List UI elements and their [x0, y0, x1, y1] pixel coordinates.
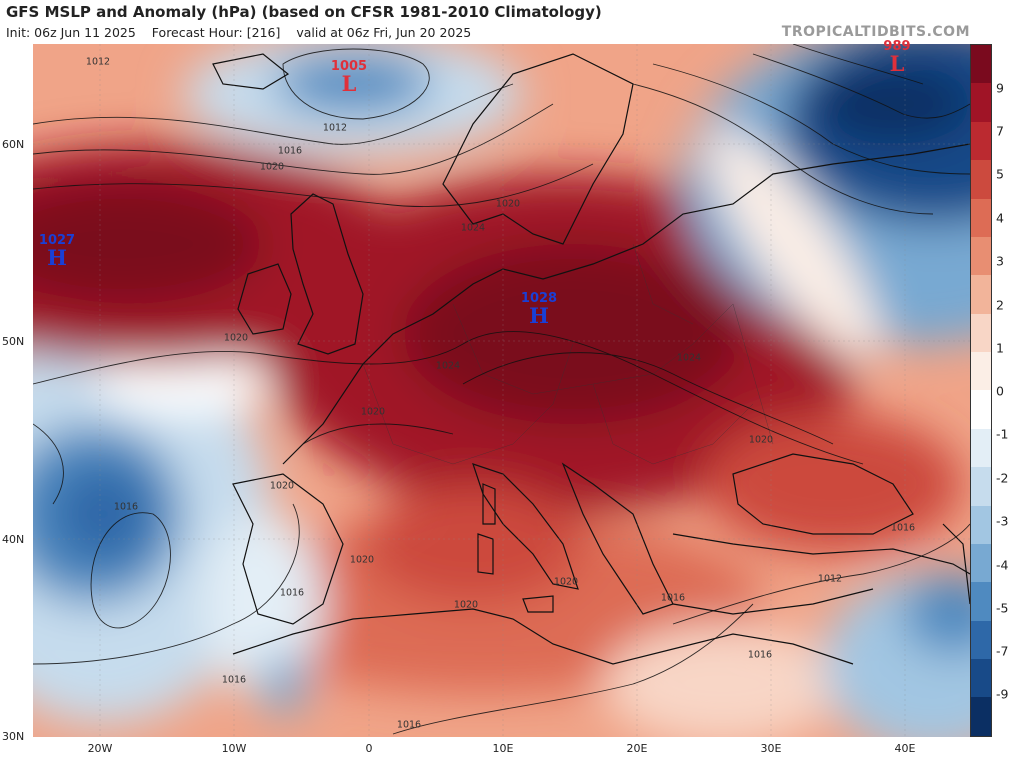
colorbar-segment	[971, 275, 991, 314]
isobar-label: 1020	[259, 161, 285, 173]
colorbar-segment	[971, 467, 991, 506]
isobar-label: 1020	[453, 599, 479, 611]
colorbar-segment	[971, 313, 991, 352]
colorbar-tick-label: -5	[996, 600, 1009, 616]
init-time: Init: 06z Jun 11 2025	[6, 25, 136, 40]
pressure-value: 1027	[38, 233, 76, 248]
pressure-letter: L	[889, 51, 905, 76]
lon-label-10e: 10E	[492, 742, 514, 755]
isobar-label: 1016	[396, 719, 422, 731]
pressure-letter: H	[529, 303, 549, 328]
colorbar-tick-label: 7	[996, 123, 1004, 139]
low-pressure-russia: 989 L	[883, 40, 910, 74]
isobar-label: 1020	[349, 554, 375, 566]
isobar-label: 1020	[360, 406, 386, 418]
colorbar-segment	[971, 83, 991, 122]
pressure-letter: L	[341, 71, 357, 96]
colorbar-tick-label: -1	[996, 426, 1009, 442]
graticule	[33, 44, 970, 737]
colorbar-segment	[971, 659, 991, 698]
isobar-label: 1024	[435, 360, 461, 372]
colorbar-tick-label: -9	[996, 686, 1009, 702]
pressure-value: 1028	[520, 291, 558, 306]
isobar-label: 1012	[322, 122, 348, 134]
colorbar-segment	[971, 45, 991, 84]
colorbar-tick-label: -4	[996, 557, 1009, 573]
colorbar-tick-label: 2	[996, 297, 1004, 313]
colorbar-segment	[971, 236, 991, 276]
lon-label-10w: 10W	[221, 742, 247, 755]
colorbar-segment	[971, 697, 991, 736]
lon-label-20w: 20W	[87, 742, 113, 755]
colorbar-segment	[971, 160, 991, 199]
coastlines	[212, 53, 970, 665]
colorbar-tick-label: 5	[996, 166, 1004, 182]
colorbar-tick-label: -2	[996, 470, 1009, 486]
isobar-label: 1012	[85, 56, 111, 68]
lat-label-40n: 40N	[2, 533, 25, 546]
isobar-label: 1020	[553, 576, 579, 588]
isobar-label: 1020	[495, 198, 521, 210]
isobar-label: 1024	[676, 352, 702, 364]
anomaly-map	[33, 44, 970, 737]
colorbar-segment	[971, 390, 991, 429]
isobar-label: 1016	[890, 522, 916, 534]
colorbar-segment	[971, 543, 991, 583]
lon-label-30e: 30E	[760, 742, 782, 755]
high-pressure-central-europe: 1028 H	[521, 292, 557, 326]
colorbar-tick-label: 1	[996, 340, 1004, 356]
colorbar-tick-label: 3	[996, 253, 1004, 269]
site-credit: TROPICALTIDBITS.COM	[781, 24, 970, 40]
low-pressure-north-atlantic: 1005 L	[331, 60, 367, 94]
isobar-label: 1020	[223, 332, 249, 344]
isobar-label: 1016	[221, 674, 247, 686]
isobar-label: 1016	[747, 649, 773, 661]
isobar-label: 1024	[460, 222, 486, 234]
colorbar-segment	[971, 352, 991, 391]
pressure-letter: H	[47, 245, 67, 270]
colorbar-tick-label: 9	[996, 80, 1004, 96]
lat-label-60n: 60N	[2, 138, 25, 151]
pressure-value: 989	[883, 39, 911, 54]
isobar-label: 1012	[817, 573, 843, 585]
isobars	[33, 44, 970, 735]
lon-label-0: 0	[365, 742, 373, 755]
colorbar-segment	[971, 582, 991, 621]
colorbar	[970, 44, 992, 737]
valid-time: valid at 06z Fri, Jun 20 2025	[296, 25, 472, 40]
isobar-label: 1016	[660, 592, 686, 604]
colorbar-segment	[971, 428, 991, 468]
lat-label-30n: 30N	[2, 730, 25, 743]
colorbar-tick-label: -3	[996, 513, 1009, 529]
colorbar-segment	[971, 198, 991, 237]
forecast-hour: Forecast Hour: [216]	[151, 25, 281, 40]
colorbar-segment	[971, 620, 991, 659]
colorbar-segment	[971, 505, 991, 544]
colorbar-segment	[971, 121, 991, 161]
isobar-label: 1016	[277, 145, 303, 157]
map-title: GFS MSLP and Anomaly (hPa) (based on CFS…	[6, 3, 602, 21]
high-pressure-atlantic: 1027 H	[39, 234, 75, 268]
colorbar-tick-label: 4	[996, 210, 1004, 226]
lat-label-50n: 50N	[2, 335, 25, 348]
lon-label-20e: 20E	[626, 742, 648, 755]
isobar-label: 1016	[279, 587, 305, 599]
lon-label-40e: 40E	[894, 742, 916, 755]
colorbar-tick-label: -7	[996, 643, 1009, 659]
isobar-label: 1020	[269, 480, 295, 492]
isobar-label: 1016	[113, 501, 139, 513]
colorbar-tick-label: 0	[996, 383, 1004, 399]
isobar-label: 1020	[748, 434, 774, 446]
map-subtitle: Init: 06z Jun 11 2025 Forecast Hour: [21…	[6, 25, 483, 40]
pressure-value: 1005	[330, 59, 368, 74]
